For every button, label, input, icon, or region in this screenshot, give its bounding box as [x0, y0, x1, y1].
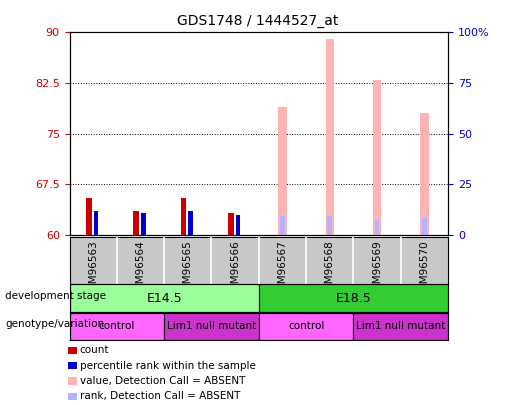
- Text: GSM96565: GSM96565: [183, 241, 193, 297]
- Bar: [235, 215, 241, 235]
- Bar: [164, 313, 259, 340]
- Text: GSM96566: GSM96566: [230, 241, 240, 297]
- Bar: [325, 39, 334, 235]
- Bar: [375, 220, 380, 235]
- Text: GSM96563: GSM96563: [88, 241, 98, 297]
- Text: Lim1 null mutant: Lim1 null mutant: [356, 322, 445, 331]
- Text: GDS1748 / 1444527_at: GDS1748 / 1444527_at: [177, 14, 338, 28]
- Bar: [86, 198, 92, 235]
- Text: GSM96564: GSM96564: [135, 241, 146, 297]
- Bar: [228, 213, 234, 235]
- Bar: [280, 216, 285, 235]
- Bar: [328, 216, 332, 235]
- Text: E14.5: E14.5: [146, 292, 182, 305]
- Bar: [422, 218, 427, 235]
- Bar: [141, 213, 146, 235]
- Text: GSM96567: GSM96567: [278, 241, 287, 297]
- Text: percentile rank within the sample: percentile rank within the sample: [80, 361, 256, 371]
- Text: GSM96568: GSM96568: [325, 241, 335, 297]
- Text: control: control: [99, 322, 135, 331]
- Text: development stage: development stage: [5, 291, 106, 301]
- Bar: [133, 211, 139, 235]
- Text: value, Detection Call = ABSENT: value, Detection Call = ABSENT: [80, 376, 245, 386]
- Text: count: count: [80, 345, 109, 355]
- Bar: [353, 313, 448, 340]
- Bar: [259, 284, 448, 312]
- Bar: [181, 198, 186, 235]
- Bar: [420, 113, 428, 235]
- Text: GSM96569: GSM96569: [372, 241, 382, 297]
- Bar: [373, 80, 381, 235]
- Text: GSM96570: GSM96570: [419, 241, 430, 297]
- Text: control: control: [288, 322, 324, 331]
- Text: E18.5: E18.5: [336, 292, 371, 305]
- Text: genotype/variation: genotype/variation: [5, 320, 104, 329]
- Bar: [70, 284, 259, 312]
- Bar: [278, 107, 287, 235]
- Text: rank, Detection Call = ABSENT: rank, Detection Call = ABSENT: [80, 392, 240, 401]
- Bar: [259, 313, 353, 340]
- Text: Lim1 null mutant: Lim1 null mutant: [167, 322, 256, 331]
- Bar: [70, 313, 164, 340]
- Bar: [188, 211, 193, 235]
- Bar: [94, 211, 98, 235]
